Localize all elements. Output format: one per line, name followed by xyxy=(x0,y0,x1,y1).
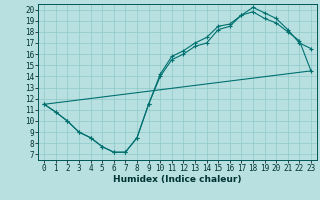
X-axis label: Humidex (Indice chaleur): Humidex (Indice chaleur) xyxy=(113,175,242,184)
